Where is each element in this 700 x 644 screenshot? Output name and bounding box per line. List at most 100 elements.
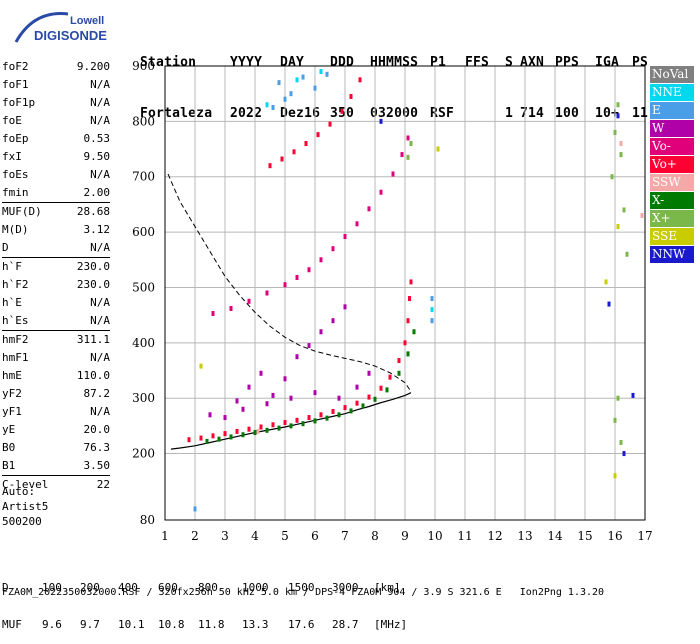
muf-cell: 10.1: [118, 618, 145, 631]
distance-cell: 1000: [242, 581, 269, 594]
param-name: MUF(D): [2, 205, 42, 218]
param-value: N/A: [90, 314, 110, 327]
echo-point: [343, 304, 347, 310]
echo-point: [295, 354, 299, 360]
echo-point: [619, 439, 623, 445]
echo-point: [259, 424, 263, 430]
echo-point: [613, 417, 617, 423]
x-tick-label: 16: [607, 529, 622, 543]
echo-point: [391, 171, 395, 177]
echo-point: [631, 392, 635, 398]
param-name: h`Es: [2, 314, 29, 327]
echo-point: [619, 141, 623, 147]
param-row: foF2 9.200: [2, 58, 110, 76]
echo-point: [259, 370, 263, 376]
echo-point: [235, 428, 239, 434]
header-value-2: Dez16: [280, 106, 321, 121]
param-value: 20.0: [83, 423, 111, 436]
distance-cell: 600: [158, 581, 178, 594]
plot-frame: [164, 65, 646, 521]
y-tick-label: 300: [132, 391, 155, 405]
param-value: N/A: [90, 351, 110, 364]
param-name: yF2: [2, 387, 22, 400]
echo-point: [295, 417, 299, 423]
echo-point: [289, 395, 293, 401]
echo-point: [301, 74, 305, 80]
echo-point: [328, 121, 332, 127]
echo-point: [271, 105, 275, 111]
param-name: fxI: [2, 150, 22, 163]
echo-point: [343, 234, 347, 240]
echo-point: [622, 451, 626, 457]
echo-point: [319, 69, 323, 75]
echo-point: [397, 358, 401, 364]
echo-point: [337, 412, 341, 418]
param-name: foF2: [2, 60, 29, 73]
echo-point: [304, 141, 308, 147]
echo-point: [358, 77, 362, 83]
echo-point: [223, 415, 227, 421]
echo-point: [307, 343, 311, 349]
echo-point: [400, 152, 404, 158]
param-row: foEs N/A: [2, 166, 110, 184]
param-name: C-level: [2, 478, 49, 491]
param-row: foF1p N/A: [2, 94, 110, 112]
echo-point: [205, 438, 209, 444]
y-tick-label: 700: [132, 170, 155, 184]
header-value-10: 10+: [595, 106, 620, 121]
param-name: foF1: [2, 78, 29, 91]
echo-point: [307, 415, 311, 421]
echo-point: [256, 428, 260, 434]
echo-point: [241, 406, 245, 412]
header-value-11: 11: [632, 106, 649, 121]
echo-point: [406, 154, 410, 160]
echo-point: [409, 141, 413, 147]
param-row: B1 3.50: [2, 457, 110, 475]
echo-point: [613, 129, 617, 135]
muf-cell: 11.8: [198, 618, 225, 631]
param-value: 311.1: [76, 333, 110, 346]
echo-point: [295, 274, 299, 280]
param-row: D N/A: [2, 239, 110, 257]
param-name: h`E: [2, 296, 22, 309]
echo-point: [271, 422, 275, 428]
param-row: yF1 N/A: [2, 403, 110, 421]
legend-item: Vo+: [650, 156, 694, 173]
param-row: MUF(D) 28.68: [2, 203, 110, 221]
distance-cell: [km]: [374, 581, 401, 594]
param-separator: [2, 202, 110, 203]
auto-artist: Artist5: [2, 500, 49, 513]
y-tick-label: 200: [132, 447, 155, 461]
autoscaling-info: Auto: Artist5 500200: [2, 484, 48, 529]
ionogram-chart: 1 2 3 4 5 6 7 8 9 10 11 12 13 14 15 16 17802003004005006…: [132, 59, 653, 543]
echo-point: [619, 152, 623, 158]
echo-point: [283, 376, 287, 382]
echo-point: [277, 425, 281, 431]
param-row: hmF1 N/A: [2, 349, 110, 367]
y-tick-label: 80: [140, 513, 155, 527]
x-tick-label: 7: [341, 529, 349, 543]
echo-point: [367, 370, 371, 376]
echo-point: [616, 102, 620, 108]
echo-point: [610, 174, 614, 180]
distance-cell: 400: [118, 581, 138, 594]
param-name: hmF1: [2, 351, 29, 364]
distance-cell: 100: [42, 581, 62, 594]
x-tick-label: 5: [281, 529, 289, 543]
param-row: B0 76.3: [2, 439, 110, 457]
param-name: h`F2: [2, 278, 29, 291]
param-value: 9.50: [83, 150, 111, 163]
x-tick-label: 3: [221, 529, 229, 543]
y-tick-label: 400: [132, 336, 155, 350]
param-value: N/A: [90, 405, 110, 418]
echo-point: [217, 436, 221, 442]
echo-point: [379, 385, 383, 391]
echo-point: [622, 207, 626, 213]
echo-point: [208, 412, 212, 418]
param-value: 76.3: [83, 441, 111, 454]
echo-point: [436, 146, 440, 152]
echo-point: [283, 282, 287, 288]
param-name: D: [2, 241, 9, 254]
param-row: fxI 9.50: [2, 148, 110, 166]
echo-point: [640, 212, 644, 218]
